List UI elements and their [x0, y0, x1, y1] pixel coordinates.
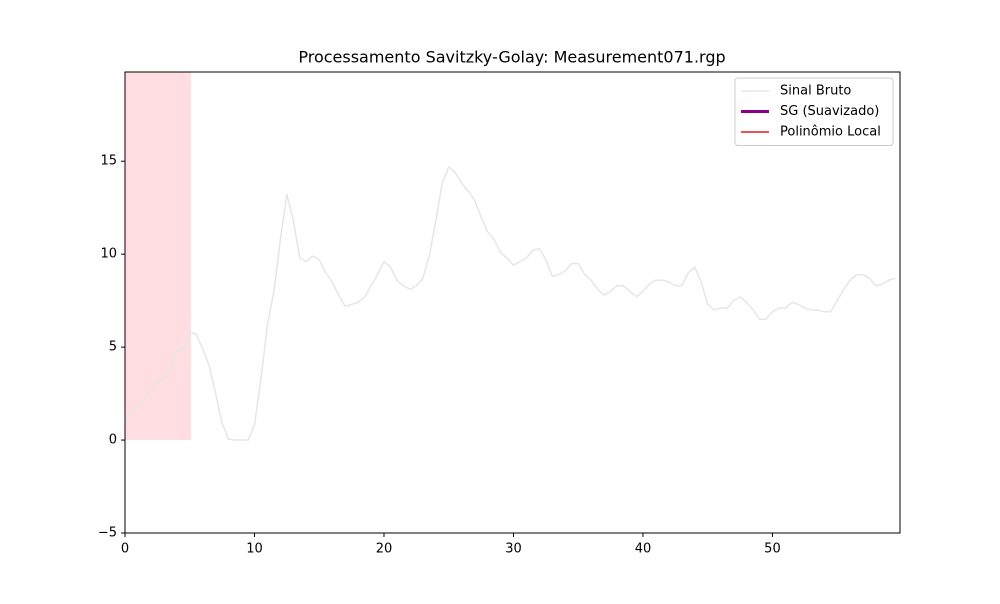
x-tick-label: 0	[121, 542, 129, 557]
y-tick-label: 0	[109, 433, 117, 448]
series-line	[124, 166, 896, 441]
x-tick-label: 40	[635, 542, 652, 557]
x-tick-label: 10	[246, 542, 263, 557]
plot-frame	[124, 71, 901, 534]
y-tick-label: 15	[100, 154, 117, 169]
y-tick-label: 5	[109, 340, 117, 355]
legend-box	[734, 77, 894, 146]
chart-title: Processamento Savitzky-Golay: Measuremen…	[298, 48, 725, 67]
legend-label: SG (Suavizado)	[780, 104, 879, 119]
x-tick-label: 30	[505, 542, 522, 557]
highlight-span	[125, 72, 192, 441]
legend-label: Sinal Bruto	[780, 84, 851, 99]
legend-label: Polinômio Local	[780, 125, 881, 140]
x-tick-label: 20	[376, 542, 393, 557]
y-tick-label: 10	[100, 247, 117, 262]
y-tick-label: −5	[98, 526, 117, 541]
x-tick-label: 50	[764, 542, 781, 557]
